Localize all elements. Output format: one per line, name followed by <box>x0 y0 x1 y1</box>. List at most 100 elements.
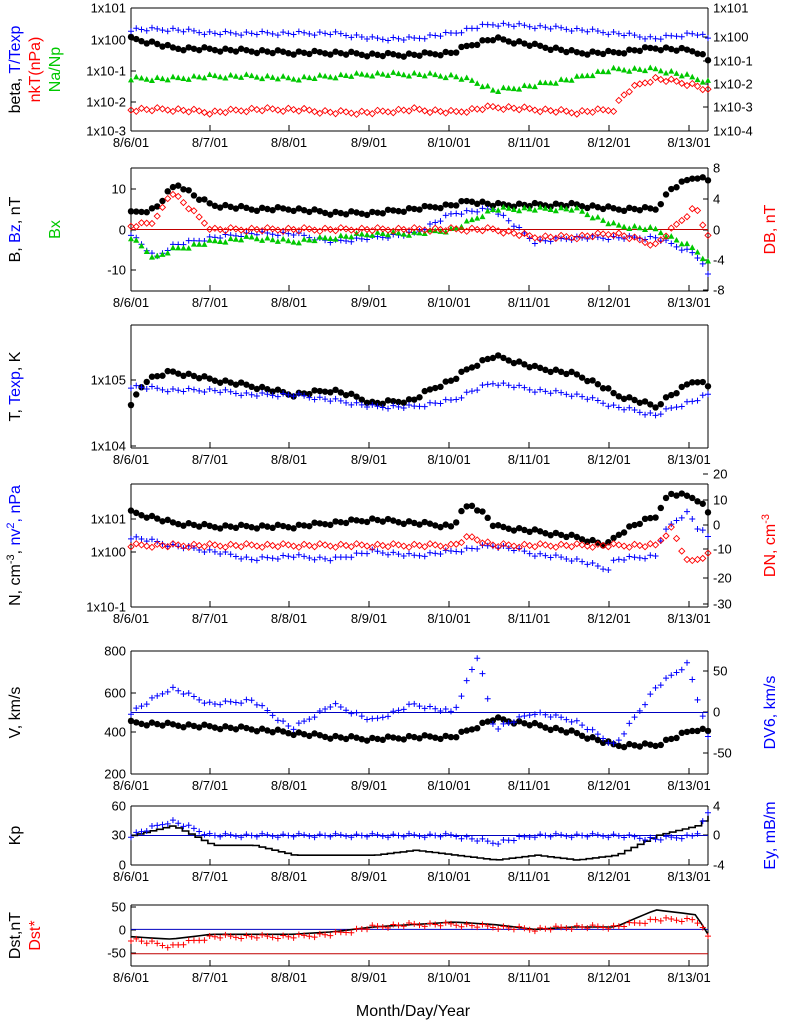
panel1-blue-point <box>489 21 496 28</box>
panel6-black-trace <box>131 815 709 861</box>
panel7-red-point <box>626 919 633 926</box>
panel5-blue-point <box>447 708 454 715</box>
panel1-black-point <box>321 50 329 57</box>
panel2-red-point <box>347 226 355 234</box>
panel2-y2-tick-label: -4 <box>713 253 725 268</box>
panel5-blue-point <box>175 687 182 694</box>
panel4-red-point <box>242 540 251 548</box>
panel3-blue-point <box>689 398 696 405</box>
panel6-blue-point <box>689 832 696 839</box>
panel1-blue-point <box>568 28 575 35</box>
panel7-red-point <box>495 926 502 933</box>
panel2-green-point <box>222 239 229 245</box>
panel2-green-point <box>479 213 486 220</box>
panel1-black-point <box>605 47 612 55</box>
panel3-blue-point <box>621 406 628 413</box>
panel4-blue-point <box>348 554 355 561</box>
panel6-blue-point <box>353 831 360 838</box>
panel1-blue-point <box>327 31 334 38</box>
panel2-black-point <box>552 200 560 207</box>
panel3-blue-point <box>474 387 481 394</box>
panel1-black-point <box>195 46 203 54</box>
panel2-black-point <box>384 206 392 213</box>
panel4-red-point <box>641 543 649 551</box>
panel1-green-point <box>479 83 486 90</box>
panel2-black-point <box>300 206 308 214</box>
panel7-red-point <box>615 923 622 930</box>
panel6-blue-point <box>148 823 155 830</box>
panel2-green-point <box>400 231 407 237</box>
panel6-blue-point <box>589 830 596 837</box>
panel7-red-point <box>201 937 208 944</box>
panel1-green-point <box>621 66 628 73</box>
panel5-blue-point <box>316 707 323 714</box>
panel4-red-point <box>588 543 597 551</box>
panel6-blue-point <box>531 834 538 841</box>
panel5-x-tick-label: 8/9/01 <box>351 778 387 793</box>
panel5-black-point <box>285 729 292 737</box>
panel3-black-point <box>248 383 255 391</box>
panel4-black-point <box>453 519 460 526</box>
panel1-green-point <box>531 83 538 90</box>
panel2-red-point <box>683 213 691 221</box>
panel3-blue-point <box>227 388 234 395</box>
panel2-green-point <box>584 211 591 218</box>
panel6-blue-point <box>463 833 470 840</box>
panel2-green-point <box>343 233 350 239</box>
panel3-blue-point <box>175 387 182 394</box>
panel4-red-point <box>211 541 219 549</box>
panel5-blue-point <box>211 700 218 707</box>
panel4-red-point <box>520 540 529 548</box>
panel7-red-point <box>253 934 260 941</box>
panel2-black-point <box>353 209 360 216</box>
panel2-blue-point <box>568 236 575 243</box>
panel2-green-point <box>185 245 192 251</box>
panel3-blue-point <box>290 393 297 400</box>
panel3-blue-point <box>647 409 654 416</box>
panel2-green-point <box>668 233 675 239</box>
panel7-red-point <box>479 921 486 928</box>
panel5-blue-point <box>295 720 302 727</box>
panel2-green-point <box>500 204 507 210</box>
panel2-black-point <box>416 206 423 213</box>
panel3-blue-point <box>563 391 570 398</box>
panel6-blue-point <box>500 836 507 843</box>
panel4-blue-point <box>379 549 386 556</box>
panel2-green-point <box>180 244 187 251</box>
panel4-red-point <box>190 540 198 548</box>
panel1-blue-point <box>668 32 675 39</box>
panel6-blue-point <box>295 830 302 837</box>
panel4-black-point <box>337 519 345 526</box>
panel3-blue-point <box>180 388 187 395</box>
panel4-red-point <box>657 536 665 545</box>
panel2-red-point <box>405 227 413 235</box>
panel1-green-point <box>190 72 197 79</box>
panel2-series-green <box>128 204 711 264</box>
panel2-red-point <box>678 216 686 225</box>
panel1-green-point <box>154 74 161 80</box>
panel6-blue-point <box>615 832 622 839</box>
panel5-blue-point <box>589 726 596 733</box>
panel1-blue-point <box>274 32 281 39</box>
panel5-black-point <box>683 728 691 736</box>
panel2-green-point <box>610 219 617 226</box>
panel4-black-point <box>395 519 402 526</box>
panel3-x-tick-label: 8/12/01 <box>587 452 630 467</box>
panel2-red-point <box>672 220 681 228</box>
panel2-red-point <box>373 224 382 232</box>
panel3-black-point <box>133 391 140 398</box>
panel2-blue-point <box>442 212 449 219</box>
panel4-x-tick-label: 8/9/01 <box>351 611 387 626</box>
panel1-blue-point <box>521 22 528 29</box>
panel4-blue-point <box>600 566 607 573</box>
panel6-x-tick-label: 8/9/01 <box>351 869 387 884</box>
panel4-red-point <box>609 540 618 548</box>
panel6-blue-point <box>227 831 234 838</box>
panel3-black-point <box>521 361 528 368</box>
panel2-black-point <box>290 207 297 215</box>
panel5-blue-point <box>468 666 475 673</box>
panel7-red-point <box>243 932 250 939</box>
panel1-green-point <box>295 76 302 83</box>
panel4-black-point <box>484 514 491 522</box>
panel1-black-point <box>594 49 602 56</box>
